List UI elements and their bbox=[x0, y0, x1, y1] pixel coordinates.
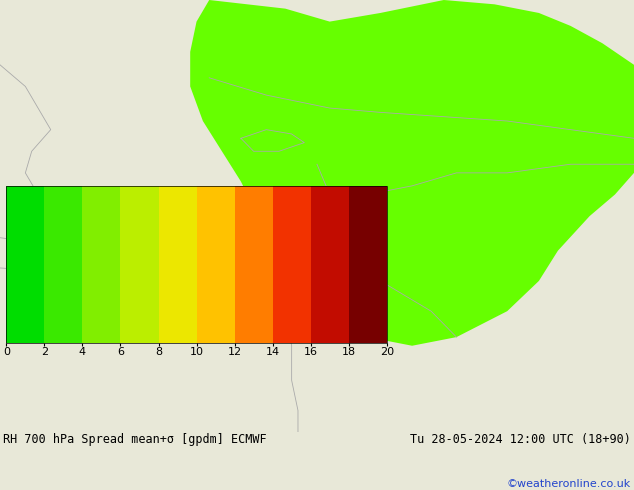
Text: RH 700 hPa Spread mean+σ [gpdm] ECMWF: RH 700 hPa Spread mean+σ [gpdm] ECMWF bbox=[3, 433, 267, 446]
Polygon shape bbox=[190, 0, 634, 346]
Text: ©weatheronline.co.uk: ©weatheronline.co.uk bbox=[507, 479, 631, 489]
Text: Tu 28-05-2024 12:00 UTC (18+90): Tu 28-05-2024 12:00 UTC (18+90) bbox=[410, 433, 631, 446]
